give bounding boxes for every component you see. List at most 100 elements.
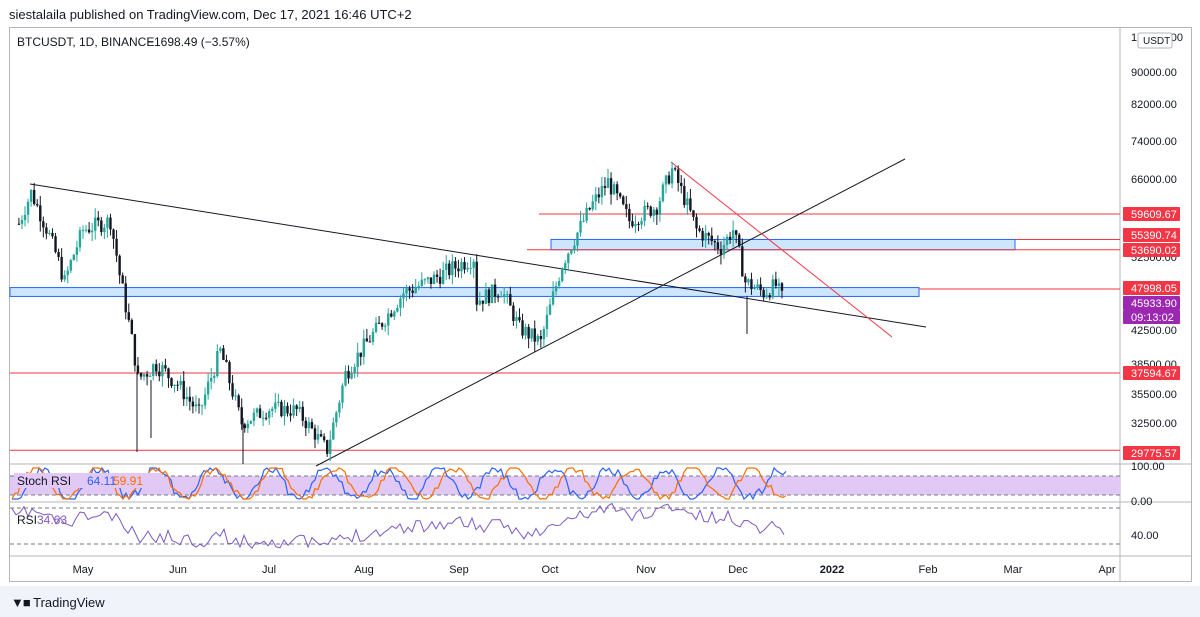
candle-body <box>374 322 378 332</box>
candle-body <box>405 288 408 294</box>
candle-body <box>277 401 280 403</box>
candle-body <box>240 407 243 425</box>
candle-body <box>106 217 109 228</box>
candle-body <box>261 417 265 419</box>
rsi-line <box>11 502 785 549</box>
price-badge <box>1123 446 1180 460</box>
candle-body <box>551 291 555 305</box>
candle-body <box>164 365 167 369</box>
candle-body <box>649 206 652 216</box>
candle-body <box>75 247 79 255</box>
candle-body <box>527 326 530 339</box>
candle-body <box>57 252 60 257</box>
candle-body <box>652 209 655 216</box>
price-badges: 59609.67 55390.74 53690.02 47998.05 45933.90… <box>1123 207 1180 460</box>
time-axis-label: May <box>73 564 94 576</box>
candle-body <box>234 395 237 397</box>
candle-body <box>478 300 481 305</box>
candle-body <box>603 186 607 188</box>
trendline[interactable] <box>29 183 927 328</box>
candle-body <box>466 267 469 270</box>
candle-body <box>145 374 149 377</box>
trendlines-layer <box>29 158 927 467</box>
time-axis-label: Aug <box>354 564 374 576</box>
candle-body <box>411 290 414 293</box>
candle-body <box>36 204 39 206</box>
candle-body <box>545 314 549 330</box>
candle-body <box>573 245 576 251</box>
candle-body <box>713 241 717 243</box>
candle-body <box>521 320 524 336</box>
candle-body <box>29 189 33 202</box>
candle-body <box>680 182 683 187</box>
candle-body <box>319 434 323 437</box>
candle-body <box>609 178 613 195</box>
candle-body <box>692 210 695 217</box>
stoch-name: Stoch RSI <box>17 474 71 488</box>
candle-body <box>48 232 51 234</box>
support-resistance-zone[interactable] <box>9 287 920 297</box>
candle-body <box>39 205 42 222</box>
candle-body <box>460 261 463 272</box>
candle-body <box>774 279 778 286</box>
candle-body <box>432 274 436 285</box>
candle-body <box>606 178 610 188</box>
time-axis-label: Feb <box>919 564 938 576</box>
candle-body <box>298 406 301 410</box>
candle-body <box>438 276 442 284</box>
candle-body <box>594 194 597 202</box>
price-badge-label: 45933.90 <box>1131 298 1177 310</box>
candle-body <box>738 234 741 247</box>
candle-body <box>255 408 259 413</box>
chart-svg[interactable]: BTCUSDT, 1D, BINANCE −1698.49 (−3.57%) 1… <box>0 0 1200 586</box>
candle-body <box>664 175 668 185</box>
price-badge-label: 47998.05 <box>1131 283 1177 295</box>
stoch-axis-100: 100.00 <box>1131 461 1165 473</box>
symbol-label: BTCUSDT, 1D, BINANCE <box>17 35 154 49</box>
price-badge <box>1123 281 1180 295</box>
zones-layer <box>9 238 1016 297</box>
candle-body <box>365 338 369 342</box>
price-badge <box>1123 310 1180 324</box>
trendline[interactable] <box>670 161 893 338</box>
time-axis-label: Jun <box>169 564 187 576</box>
candle-body <box>228 362 231 384</box>
candle-body <box>191 401 195 407</box>
candle-body <box>734 230 738 235</box>
candle-body <box>771 279 775 298</box>
candle-body <box>335 412 338 423</box>
candle-body <box>194 404 198 407</box>
currency-badge[interactable] <box>1137 32 1173 49</box>
time-axis: May Jun Jul Aug Sep Oct Nov Dec 2022 Feb Mar Apr <box>73 564 1116 576</box>
candle-body <box>45 227 48 234</box>
candle-body <box>200 405 204 407</box>
candle-body <box>475 261 478 305</box>
candle-body <box>496 296 500 298</box>
candle-body <box>426 277 430 280</box>
price-tick-label: 32500.00 <box>1131 418 1177 430</box>
candle-body <box>445 263 448 271</box>
candle-body <box>292 405 295 416</box>
candle-body <box>60 256 63 280</box>
tradingview-logo[interactable]: ▼■ TradingView <box>11 595 105 610</box>
candle-body <box>26 201 30 215</box>
candle-body <box>576 232 579 246</box>
candle-body <box>81 229 85 231</box>
candle-body <box>661 184 665 202</box>
candles-layer <box>17 161 784 464</box>
trendline[interactable] <box>315 158 906 467</box>
time-axis-label: Dec <box>728 564 748 576</box>
support-resistance-zone[interactable] <box>550 238 1016 251</box>
candle-body <box>188 396 192 402</box>
candle-body <box>512 305 515 321</box>
candle-body <box>209 377 213 382</box>
candle-body <box>725 236 729 245</box>
stoch-axis-0: 0.00 <box>1131 496 1152 508</box>
candle-body <box>698 228 701 231</box>
rsi-axis-40: 40.00 <box>1131 530 1159 542</box>
candle-body <box>66 270 69 276</box>
candle-body <box>243 424 246 429</box>
candle-body <box>130 319 134 335</box>
candle-body <box>179 380 182 386</box>
candle-body <box>628 208 631 222</box>
